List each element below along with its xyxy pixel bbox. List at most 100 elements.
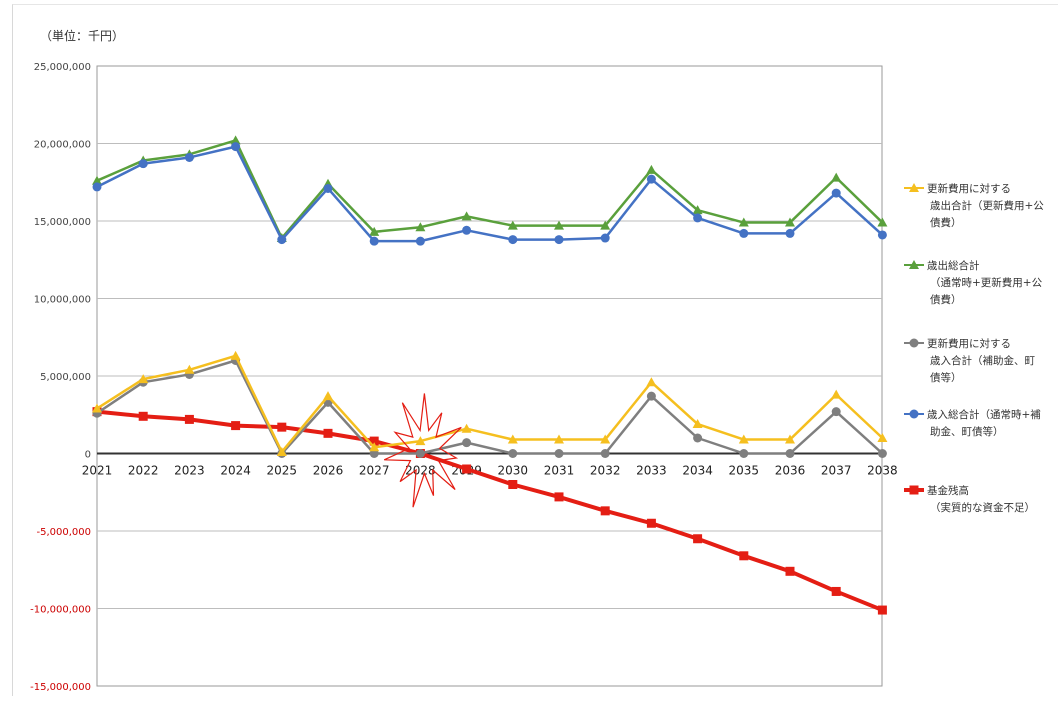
legend-label: 歳入総合計（通常時+補: [927, 408, 1041, 421]
x-tick-label: 2037: [821, 464, 852, 478]
data-point: [831, 172, 842, 182]
x-tick-label: 2027: [359, 464, 390, 478]
data-point: [785, 449, 795, 458]
x-tick-label: 2028: [405, 464, 436, 478]
data-point: [554, 434, 564, 444]
legend-label: 歳入合計（補助金、町: [930, 354, 1035, 367]
data-point: [600, 506, 610, 516]
series-renewal_revenue: [92, 356, 887, 458]
series-fund_balance: [92, 407, 887, 615]
data-point: [323, 428, 333, 438]
legend-label: （実質的な資金不足）: [930, 501, 1035, 514]
data-point: [323, 391, 333, 401]
x-tick-label: 2035: [729, 464, 760, 478]
data-point: [692, 205, 703, 215]
data-point: [276, 446, 287, 456]
data-point: [692, 419, 703, 429]
data-point: [231, 421, 241, 431]
data-point: [646, 391, 656, 401]
data-point: [184, 414, 194, 424]
y-tick-label: -10,000,000: [30, 605, 91, 616]
data-point: [646, 164, 657, 174]
x-tick-label: 2033: [636, 464, 667, 478]
legend-label: （通常時+更新費用+公: [930, 276, 1043, 289]
data-point: [369, 236, 379, 246]
series-total_revenue: [92, 142, 887, 246]
data-point: [230, 350, 241, 360]
series-line: [96, 145, 884, 243]
data-point: [415, 222, 426, 232]
legend-label: 歳出合計（更新費用+公: [930, 199, 1044, 212]
data-point: [877, 605, 887, 615]
data-point: [831, 407, 841, 417]
data-point: [462, 438, 472, 448]
data-point: [508, 235, 518, 245]
data-point: [554, 492, 564, 502]
y-tick-label: 20,000,000: [34, 140, 91, 151]
y-tick-label: -15,000,000: [30, 682, 91, 693]
chart-frame: [12, 4, 1058, 696]
x-tick-label: 2032: [590, 464, 621, 478]
data-point: [277, 422, 287, 432]
data-point: [646, 518, 656, 528]
data-point: [785, 434, 795, 444]
data-point: [693, 433, 703, 443]
data-point: [184, 152, 194, 162]
y-tick-label: -5,000,000: [36, 527, 91, 538]
data-point: [554, 449, 564, 458]
data-point: [877, 217, 888, 227]
legend-label: 債費）: [930, 293, 962, 306]
data-point: [369, 436, 379, 446]
data-point: [909, 338, 919, 348]
data-point: [831, 389, 842, 399]
data-point: [600, 449, 610, 458]
data-point: [277, 235, 287, 245]
data-point: [877, 433, 888, 442]
data-point: [415, 436, 426, 446]
legend-label: 債等）: [930, 371, 962, 384]
data-point: [554, 220, 564, 230]
data-point: [92, 175, 102, 185]
y-tick-label: 15,000,000: [34, 217, 91, 228]
series-lines: [92, 135, 888, 615]
series-line: [96, 409, 884, 612]
data-point: [507, 220, 518, 230]
data-point: [415, 449, 425, 458]
legend-label: 債費）: [930, 216, 962, 229]
x-tick-label: 2038: [867, 464, 898, 478]
axes: 25,000,000 20,000,000 15,000,000 10,000,000…: [30, 62, 898, 693]
data-point: [461, 423, 472, 433]
data-point: [600, 220, 611, 230]
legend-label: 基金残高: [927, 484, 969, 497]
data-point: [507, 434, 518, 444]
series-line: [96, 139, 884, 240]
legend: 更新費用に対する歳出合計（更新費用+公債費）歳出総合計（通常時+更新費用+公債費…: [904, 182, 1044, 514]
x-tick-label: 2036: [775, 464, 806, 478]
legend-label: 助金、町債等）: [930, 425, 1004, 438]
data-point: [92, 403, 102, 413]
data-point: [554, 235, 564, 245]
unit-label: （単位：千円）: [40, 29, 125, 43]
burst-annotation: [383, 393, 462, 508]
data-point: [693, 213, 703, 223]
x-tick-label: 2034: [682, 464, 713, 478]
data-point: [462, 464, 472, 474]
legend-item-total_revenue: 歳入総合計（通常時+補助金、町債等）: [904, 408, 1041, 438]
x-tick-label: 2031: [544, 464, 575, 478]
data-point: [231, 142, 241, 152]
data-point: [785, 228, 795, 238]
data-point: [461, 211, 472, 221]
x-tick-label: 2023: [174, 464, 205, 478]
data-point: [909, 260, 919, 269]
data-point: [92, 182, 102, 192]
data-point: [138, 411, 148, 421]
data-point: [508, 480, 518, 489]
data-point: [230, 135, 241, 145]
data-point: [138, 374, 149, 384]
x-tick-label: 2022: [128, 464, 159, 478]
y-tick-label: 25,000,000: [34, 62, 91, 73]
data-point: [785, 566, 795, 576]
series-renewal_expenditure: [92, 350, 888, 456]
